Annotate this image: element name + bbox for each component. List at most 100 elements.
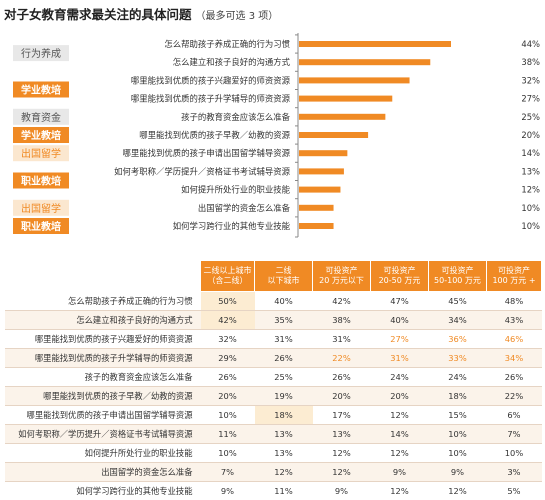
table-header-cell: 二线 以下城市 — [254, 260, 313, 292]
row-label: 如何提升所处行业的职业技能 — [4, 443, 201, 463]
table-cell: 20% — [200, 386, 255, 406]
table-header-blank — [4, 260, 201, 292]
table-cell: 24% — [370, 367, 429, 387]
category-label: 怎么建立和孩子良好的沟通方式 — [173, 57, 291, 67]
value-label: 44% — [521, 39, 540, 49]
bar — [299, 168, 344, 175]
value-label: 25% — [521, 112, 540, 122]
bar — [299, 41, 451, 47]
group-label: 教育资金 — [21, 111, 61, 124]
table-row: 哪里能找到优质的孩子升学辅导的师资资源 29% 26% 22% 31% 33% 34% — [4, 348, 542, 368]
header-line: 可投资产 — [441, 266, 474, 275]
category-label: 哪里能找到优质的孩子申请出国留学辅导资源 — [123, 148, 291, 158]
table-cell: 20% — [312, 386, 371, 406]
bar — [299, 132, 369, 138]
table-cell: 24% — [428, 367, 487, 387]
table-cell: 22% — [486, 386, 542, 406]
value-label: 20% — [521, 130, 540, 140]
table-cell: 15% — [428, 405, 487, 425]
group-label-box — [13, 218, 69, 234]
value-label: 10% — [521, 203, 540, 213]
value-label: 27% — [521, 94, 540, 104]
row-label: 怎么建立和孩子良好的沟通方式 — [4, 310, 201, 330]
table-cell: 26% — [254, 348, 313, 368]
table-header-cell: 可投资产 50-100 万元 — [428, 260, 487, 292]
table-cell: 31% — [254, 329, 313, 349]
table-body: 怎么帮助孩子养成正确的行为习惯 50% 40% 42% 47% 45% 48% 怎么建立和孩子… — [4, 291, 542, 500]
table-cell: 11% — [200, 424, 255, 444]
table-cell: 26% — [486, 367, 542, 387]
table-cell: 27% — [370, 329, 429, 349]
table-cell: 12% — [370, 405, 429, 425]
category-label: 出国留学的资金怎么准备 — [198, 203, 291, 213]
table-cell: 46% — [486, 329, 542, 349]
category-label: 如何学习跨行业的其他专业技能 — [173, 221, 291, 231]
table-cell: 3% — [486, 462, 542, 482]
table-cell: 18% — [254, 405, 313, 425]
table-cell: 26% — [200, 367, 255, 387]
table-cell: 9% — [428, 462, 487, 482]
table-cell: 13% — [254, 424, 313, 444]
table-cell: 32% — [200, 329, 255, 349]
table-cell: 12% — [254, 462, 313, 482]
header-line: 可投资产 — [325, 266, 358, 275]
table-cell: 19% — [254, 386, 313, 406]
group-label: 学业教培 — [21, 129, 61, 142]
row-label: 怎么帮助孩子养成正确的行为习惯 — [4, 291, 201, 311]
table-cell: 12% — [370, 443, 429, 463]
group-label-box — [13, 127, 69, 143]
table-cell: 12% — [428, 481, 487, 500]
table-cell: 14% — [370, 424, 429, 444]
bar — [299, 150, 348, 157]
category-label: 哪里能找到优质的孩子兴趣爱好的师资资源 — [131, 75, 291, 85]
table-cell: 11% — [254, 481, 313, 500]
table-row: 哪里能找到优质的孩子早教／幼教的资源 20% 19% 20% 20% 18% 22% — [4, 386, 542, 406]
table-cell: 10% — [486, 443, 542, 463]
category-label: 哪里能找到优质的孩子升学辅导的师资资源 — [131, 94, 291, 104]
table-cell: 45% — [428, 291, 487, 311]
bar — [299, 204, 334, 211]
table-cell: 10% — [428, 424, 487, 444]
row-label: 哪里能找到优质的孩子升学辅导的师资资源 — [4, 348, 201, 368]
page-title: 对子女教育需求最关注的具体问题 （最多可选 3 项） — [4, 4, 278, 23]
group-label-box — [13, 199, 69, 216]
category-label: 孩子的教育资金应该怎么准备 — [181, 112, 290, 122]
table-header-row: 二线以上城市 （含二线） 二线 以下城市 可投资产 20 万元以下 可投资产 20-50 万元… — [4, 260, 542, 292]
bar — [299, 77, 410, 84]
table-cell: 29% — [200, 348, 255, 368]
table-cell: 12% — [312, 443, 371, 463]
table-cell: 34% — [486, 348, 542, 368]
table-row: 怎么帮助孩子养成正确的行为习惯 50% 40% 42% 47% 45% 48% — [4, 291, 542, 311]
table-row: 哪里能找到优质的孩子兴趣爱好的师资资源 32% 31% 31% 27% 36% 46% — [4, 329, 542, 349]
header-line: 二线 — [275, 266, 292, 275]
table-cell: 38% — [312, 310, 371, 330]
table-cell: 33% — [428, 348, 487, 368]
table-cell: 18% — [428, 386, 487, 406]
bar-chart: 怎么帮助孩子养成正确的行为习惯 44% 怎么建立和孩子良好的沟通方式 38% 哪里能找到… — [13, 33, 540, 238]
table-cell: 7% — [486, 424, 542, 444]
group-label: 出国留学 — [21, 202, 61, 215]
table-cell: 10% — [200, 443, 255, 463]
group-label: 出国留学 — [21, 147, 61, 160]
group-label-box — [13, 172, 69, 189]
value-label: 10% — [521, 221, 540, 231]
table-cell: 26% — [312, 367, 371, 387]
table-cell: 17% — [312, 405, 371, 425]
table-cell: 5% — [486, 481, 542, 500]
title-text: 对子女教育需求最关注的具体问题 — [4, 7, 192, 22]
header-line: 20-50 万元 — [378, 276, 421, 285]
category-label: 如何提升所处行业的职业技能 — [181, 185, 290, 195]
title-subtitle: （最多可选 3 项） — [195, 11, 279, 22]
group-label-box — [13, 45, 69, 62]
table-cell: 34% — [428, 310, 487, 330]
table-cell: 31% — [312, 329, 371, 349]
group-label: 职业教培 — [21, 175, 61, 188]
table-cell: 9% — [312, 481, 371, 500]
table-cell: 10% — [428, 443, 487, 463]
table-cell: 40% — [370, 310, 429, 330]
value-label: 13% — [521, 166, 540, 176]
header-line: 二线以上城市 — [203, 266, 252, 275]
value-label: 38% — [521, 57, 540, 67]
bar — [299, 59, 431, 66]
group-label: 学业教培 — [21, 84, 61, 97]
